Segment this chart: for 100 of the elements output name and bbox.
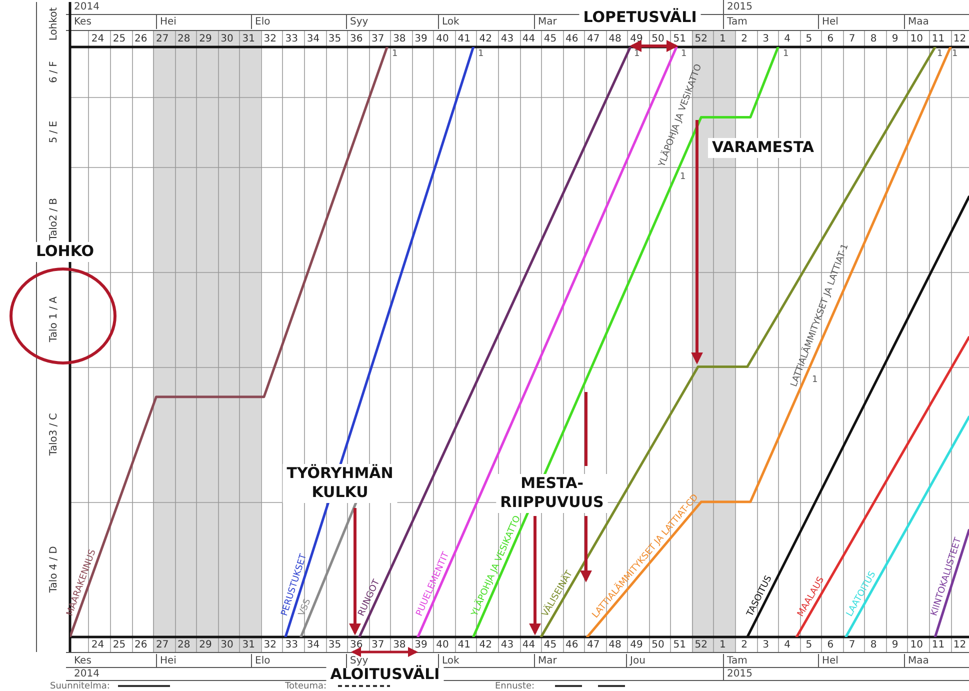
x2-tick-label: 50 [652,34,664,45]
x-tick-label: 26 [134,640,148,651]
x2-tick-label: 42 [479,34,492,45]
text: Hel [822,656,838,667]
x2-tick-label: 49 [630,34,643,45]
x2-tick-label: 11 [932,34,945,45]
x2-tick-label: 28 [178,34,190,45]
x2-tick-label: 41 [458,34,470,45]
text: Hel [822,16,838,28]
text: Lok [442,16,460,28]
x-tick-label: 51 [673,640,686,651]
x-tick-label: 32 [264,640,276,651]
x-tick-label: 29 [199,640,212,651]
x2-tick-label: 31 [242,34,255,45]
x2-tick-label: 6 [827,34,834,45]
text: Toteuma: [284,681,327,691]
x2-tick-label: 30 [220,34,234,45]
x-tick-label: 24 [91,640,104,651]
x2-tick-label: 12 [953,34,966,45]
text: Mar [538,656,558,667]
text: ALOITUSVÄLI [330,664,440,683]
text: 2014 [74,668,100,680]
x-tick-label: 12 [953,640,966,651]
x2-tick-label: 46 [565,34,578,45]
text: 2015 [727,668,752,680]
x2-tick-label: 34 [306,34,320,45]
x2-tick-label: 27 [156,34,169,45]
x2-tick-label: 45 [544,34,557,45]
x-tick-label: 39 [414,640,428,651]
y-axis-title: Lohkot [48,7,60,41]
x2-tick-label: 5 [806,34,812,45]
category-label: Talo 1 / A [48,296,60,342]
x-tick-label: 43 [500,640,514,651]
x-tick-label: 49 [630,640,643,651]
x2-tick-label: 7 [848,34,856,45]
x2-tick-label: 52 [694,34,708,45]
x-tick-label: 52 [694,640,708,651]
x-tick-label: 33 [285,640,298,651]
x-tick-label: 48 [608,640,622,651]
text: Lok [442,656,460,667]
x-tick-label: 31 [242,640,255,651]
x2-tick-label: 36 [350,34,363,45]
x2-tick-label: 37 [372,34,384,45]
text: Ennuste: [495,681,535,691]
annotation: LOHKO [36,242,94,260]
text: Hei [160,656,176,667]
x2-tick-label: 47 [587,34,600,45]
x-tick-label: 11 [932,640,945,651]
text: 2015 [727,2,752,13]
x-tick-label: 3 [762,640,769,651]
x2-tick-label: 26 [134,34,148,45]
text: Mar [538,16,558,28]
annotation: 1 [681,48,687,59]
x-tick-label: 7 [848,640,856,651]
x-tick-label: 9 [892,640,898,651]
text: LOPETUSVÄLI [583,8,697,26]
x2-tick-label: 9 [892,34,898,45]
text: Syy [350,656,368,667]
text: Jou [629,656,646,667]
x-tick-label: 47 [587,640,600,651]
annotation: TYÖRYHMÄN KULKU [286,464,394,501]
text: Elo [255,656,270,667]
text: Suunnitelma: [50,681,110,691]
x2-tick-label: 33 [285,34,298,45]
x-tick-label: 40 [436,640,449,651]
x2-tick-label: 39 [414,34,428,45]
text: Hei [160,16,176,28]
x-tick-label: 37 [372,640,384,651]
text: Kes [74,656,92,667]
x-tick-label: 5 [806,640,812,651]
x-tick-label: 34 [306,640,320,651]
x2-tick-label: 25 [112,34,126,45]
x-tick-label: 4 [784,640,791,651]
x2-tick-label: 44 [522,34,536,45]
annotation: 1 [680,172,686,182]
x-tick-label: 27 [156,640,169,651]
x2-tick-label: 38 [393,34,406,45]
x-tick-label: 8 [870,640,877,651]
x2-tick-label: 1 [720,34,726,45]
annotation: 1 [937,48,943,59]
annotation: MESTA-RIIPPUVUUS [500,474,604,511]
x2-tick-label: 24 [91,34,104,45]
annotation: 1 [783,48,789,59]
x2-tick-label: 32 [264,34,276,45]
x-tick-label: 35 [328,640,342,651]
x-tick-label: 50 [652,640,664,651]
category-label: Talo2 / B [48,198,60,240]
text: Tam [726,16,748,28]
annotation: 1 [952,48,958,59]
x2-tick-label: 51 [673,34,686,45]
x-tick-label: 1 [720,640,726,651]
category-label: Talo 4 / D [48,546,60,593]
annotation: 1 [392,48,398,59]
x2-tick-label: 40 [436,34,449,45]
x-tick-label: 45 [544,640,557,651]
category-label: 6 / F [48,61,60,83]
x2-tick-label: 35 [328,34,342,45]
x2-tick-label: 4 [784,34,791,45]
x2-tick-label: 2 [741,34,748,45]
annotation: 1 [478,48,484,59]
